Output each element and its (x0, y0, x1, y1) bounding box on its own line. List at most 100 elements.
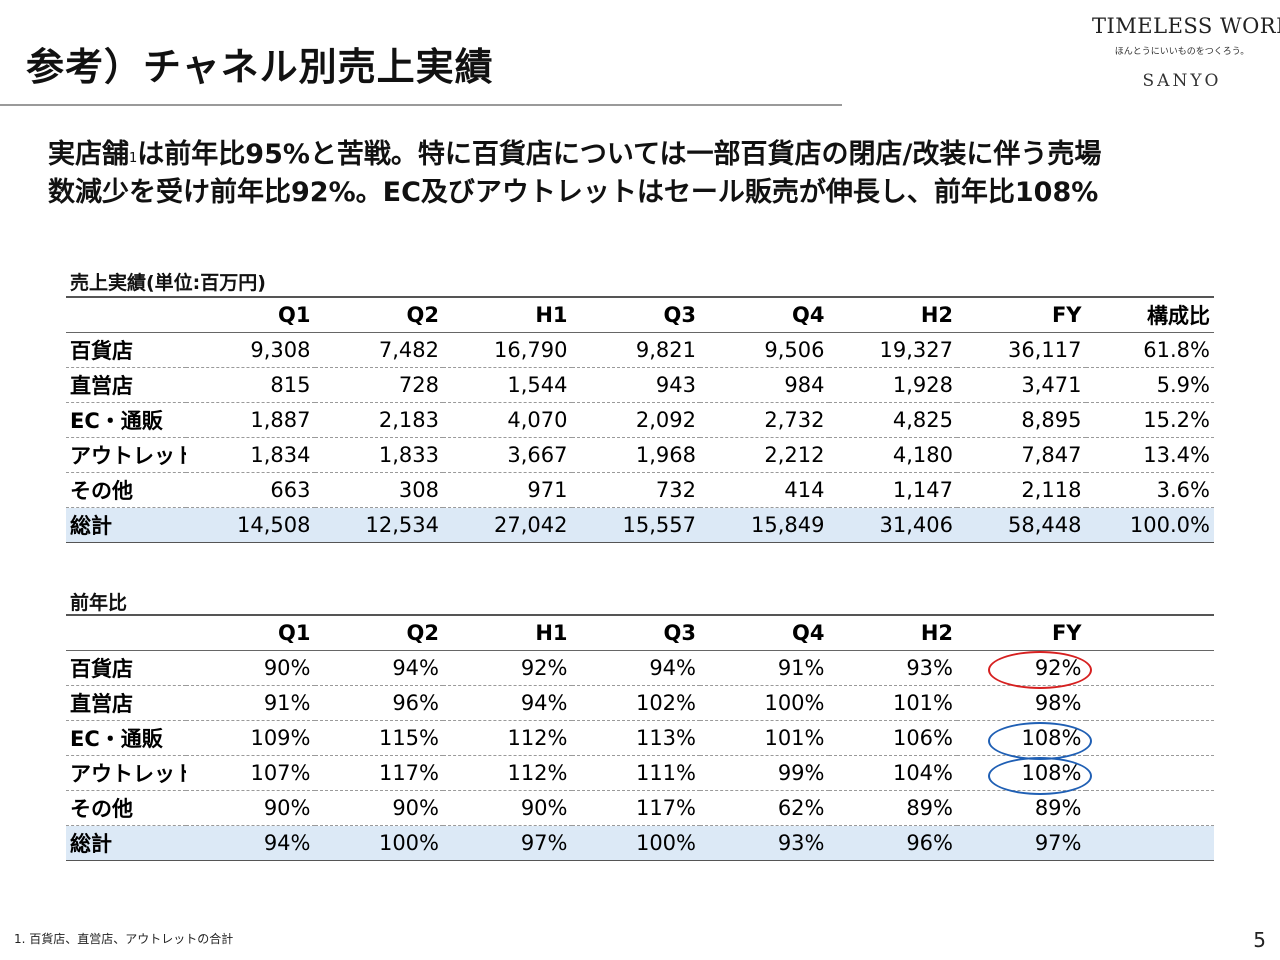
yoy-table-body: Q1 Q2 H1 Q3 Q4 H2 FY 百貨店 90% 94% 92% 94% 91% 93% 92% 直営… (66, 616, 1214, 861)
table-cell: 112% (443, 755, 572, 791)
table-cell: 107% (186, 755, 315, 791)
table-cell: 96% (828, 825, 957, 861)
column-header: FY (957, 616, 1086, 651)
column-header: Q3 (571, 616, 700, 651)
table-row: 直営店 91% 96% 94% 102% 100% 101% 98% (66, 685, 1214, 721)
yoy-table-top-rule (66, 614, 1214, 616)
table-cell: 92% (443, 650, 572, 686)
table-cell: 113% (571, 720, 700, 756)
table-cell: 98% (957, 685, 1086, 721)
table-cell (1085, 685, 1214, 721)
column-header: Q4 (700, 616, 829, 651)
table-cell: 94% (186, 825, 315, 861)
headline-line-1: 実店舗1は前年比95%と苦戦。特に百貨店については一部百貨店の閉店/改装に伴う売… (48, 136, 1248, 174)
table-cell: 4,070 (443, 402, 572, 438)
table-cell: 2,092 (571, 402, 700, 438)
column-header: Q1 (186, 616, 315, 651)
table-cell: 101% (700, 720, 829, 756)
table-cell: 102% (571, 685, 700, 721)
table-cell: 90% (443, 790, 572, 826)
column-header: 構成比 (1085, 298, 1214, 333)
table-cell: 2,183 (314, 402, 443, 438)
table-cell: 93% (828, 650, 957, 686)
total-row: 総計 94% 100% 97% 100% 93% 96% 97% (66, 825, 1214, 861)
header-corner-cell (66, 298, 186, 333)
table-cell: 3.6% (1085, 472, 1214, 508)
table-cell (1085, 650, 1214, 686)
table-cell: 94% (571, 650, 700, 686)
table-cell: 308 (314, 472, 443, 508)
table-cell: 100% (314, 825, 443, 861)
row-label: その他 (66, 790, 186, 826)
sales-table-top-rule (66, 296, 1214, 298)
table-cell: 94% (314, 650, 443, 686)
table-cell: 1,968 (571, 437, 700, 473)
column-header (1085, 616, 1214, 651)
page-title: 参考）チャネル別売上実績 (26, 45, 494, 89)
table-cell: 5.9% (1085, 367, 1214, 403)
table-cell: 99% (700, 755, 829, 791)
yoy-table: Q1 Q2 H1 Q3 Q4 H2 FY 百貨店 90% 94% 92% 94% 91% 93% 92% 直営… (66, 616, 1214, 861)
table-cell: 15,849 (700, 507, 829, 543)
table-cell: 96% (314, 685, 443, 721)
table-cell: 89% (828, 790, 957, 826)
table-cell: 111% (571, 755, 700, 791)
table-cell (1085, 825, 1214, 861)
column-header: Q2 (314, 616, 443, 651)
table-cell: 2,732 (700, 402, 829, 438)
table-cell: 1,833 (314, 437, 443, 473)
table-cell: 1,147 (828, 472, 957, 508)
row-label: アウトレット (66, 437, 186, 473)
sales-table-label: 売上実績(単位:百万円) (70, 272, 266, 294)
table-cell: 104% (828, 755, 957, 791)
table-cell: 971 (443, 472, 572, 508)
table-cell: 984 (700, 367, 829, 403)
table-cell: 90% (186, 650, 315, 686)
table-row: 百貨店 9,308 7,482 16,790 9,821 9,506 19,327 36,11… (66, 332, 1214, 368)
table-row: その他 663 308 971 732 414 1,147 2,118 3.6% (66, 472, 1214, 508)
table-cell: 414 (700, 472, 829, 508)
table-cell: 8,895 (957, 402, 1086, 438)
table-cell: 62% (700, 790, 829, 826)
table-cell: 31,406 (828, 507, 957, 543)
table-cell: 109% (186, 720, 315, 756)
column-header: H2 (828, 616, 957, 651)
table-cell: 91% (700, 650, 829, 686)
table-cell: 115% (314, 720, 443, 756)
table-cell: 9,506 (700, 332, 829, 368)
column-header: H1 (443, 298, 572, 333)
table-cell: 732 (571, 472, 700, 508)
table-cell: 97% (443, 825, 572, 861)
table-cell: 97% (957, 825, 1086, 861)
row-label: 総計 (66, 825, 186, 861)
table-cell: 100% (700, 685, 829, 721)
row-label: アウトレット (66, 755, 186, 791)
table-cell: 3,667 (443, 437, 572, 473)
table-cell: 93% (700, 825, 829, 861)
table-cell: 4,825 (828, 402, 957, 438)
column-header: Q4 (700, 298, 829, 333)
highlight-circle-ec-fy (988, 722, 1092, 760)
headline-part-2: は前年比95%と苦戦。特に百貨店については一部百貨店の閉店/改装に伴う売場 (137, 139, 1102, 170)
table-cell: 27,042 (443, 507, 572, 543)
table-cell: 1,834 (186, 437, 315, 473)
logo-tagline: ほんとうにいいものをつくろう。 (1114, 47, 1250, 57)
column-header: H2 (828, 298, 957, 333)
table-cell: 3,471 (957, 367, 1086, 403)
table-cell: 100.0% (1085, 507, 1214, 543)
table-row: 百貨店 90% 94% 92% 94% 91% 93% 92% (66, 650, 1214, 686)
page-number: 5 (1253, 928, 1266, 952)
table-row: アウトレット 107% 117% 112% 111% 99% 104% 108% (66, 755, 1214, 791)
table-cell: 943 (571, 367, 700, 403)
table-cell: 1,928 (828, 367, 957, 403)
table-cell: 58,448 (957, 507, 1086, 543)
table-cell: 94% (443, 685, 572, 721)
logo-brand: SANYO (1142, 71, 1222, 91)
row-label: EC・通販 (66, 402, 186, 438)
table-cell: 89% (957, 790, 1086, 826)
company-logo: TIMELESS WORK. ほんとうにいいものをつくろう。 SANYO (1092, 14, 1280, 91)
table-row: EC・通販 1,887 2,183 4,070 2,092 2,732 4,825 8,895… (66, 402, 1214, 438)
table-cell: 16,790 (443, 332, 572, 368)
table-header-row: Q1 Q2 H1 Q3 Q4 H2 FY (66, 616, 1214, 651)
footnote: 1. 百貨店、直営店、アウトレットの合計 (14, 932, 234, 946)
